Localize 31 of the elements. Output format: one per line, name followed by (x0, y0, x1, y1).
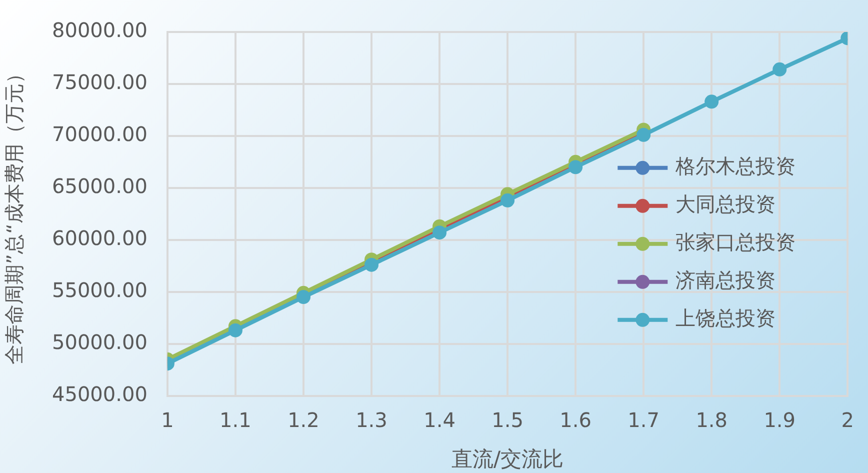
y-tick-label: 65000.00 (52, 174, 148, 198)
legend-label: 大同总投资 (676, 192, 776, 216)
x-tick-label: 1.8 (696, 408, 728, 432)
point (772, 62, 787, 76)
y-tick-label: 50000.00 (52, 330, 148, 354)
x-tick-label: 1.3 (356, 408, 388, 432)
y-tick-label: 80000.00 (52, 18, 148, 42)
x-tick-label: 2 (841, 408, 854, 432)
x-tick-label: 1.6 (560, 408, 592, 432)
x-tick-label: 1.1 (220, 408, 252, 432)
x-tick-label: 1.2 (288, 408, 320, 432)
y-tick-label: 60000.00 (52, 226, 148, 250)
x-tick-label: 1 (161, 408, 174, 432)
y-tick-label: 45000.00 (52, 382, 148, 406)
point (704, 94, 719, 109)
point (500, 193, 515, 208)
x-axis-title: 直流/交流比 (451, 446, 564, 471)
point (432, 226, 447, 240)
legend-label: 格尔木总投资 (674, 154, 796, 178)
legend-label: 济南总投资 (676, 268, 776, 292)
legend-label: 张家口总投资 (676, 230, 796, 254)
x-tick-label: 1.5 (492, 408, 524, 432)
y-axis-title: 全寿命周期”总“成本费用（万元） (2, 64, 26, 364)
y-tick-label: 70000.00 (52, 122, 148, 146)
y-tick-label: 55000.00 (52, 278, 148, 302)
x-tick-label: 1.7 (628, 408, 660, 432)
y-tick-label: 75000.00 (52, 70, 148, 94)
point (296, 290, 310, 304)
x-tick-label: 1.4 (424, 408, 456, 432)
x-tick-label: 1.9 (764, 408, 796, 432)
legend-label: 上饶总投资 (676, 306, 776, 330)
